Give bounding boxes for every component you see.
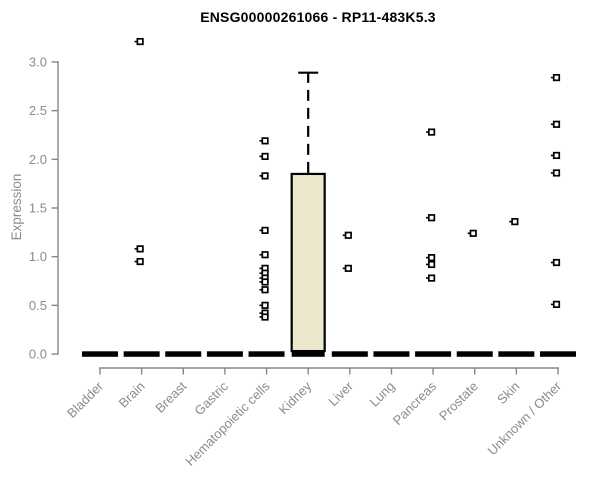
outlier-point — [427, 274, 436, 282]
chart-title: ENSG00000261066 - RP11-483K5.3 — [200, 9, 436, 25]
outlier-point — [261, 278, 269, 286]
zero-bar — [456, 351, 493, 357]
outlier-point — [261, 251, 269, 259]
x-tick-label: Prostate — [436, 379, 481, 424]
outlier-point — [136, 257, 144, 266]
x-tick-label: Skin — [494, 379, 522, 407]
outlier-point — [552, 169, 561, 177]
x-tick-label: Gastric — [191, 378, 231, 418]
x-tick-label: Liver — [325, 378, 356, 409]
outlier-point — [511, 218, 519, 226]
outlier-point — [552, 300, 561, 308]
outlier-point — [427, 128, 436, 136]
x-tick-label: Brain — [116, 379, 148, 411]
outlier-point — [427, 260, 436, 269]
y-tick-label: 0.5 — [29, 298, 47, 313]
boxes-group — [82, 66, 576, 357]
zero-bar — [123, 351, 160, 357]
outlier-point — [261, 226, 269, 234]
zero-bar — [415, 351, 452, 357]
y-tick-label: 2.0 — [29, 152, 47, 167]
y-tick-label: 3.0 — [29, 55, 47, 70]
zero-bar — [373, 351, 410, 357]
x-tick-label: Unknown / Other — [485, 378, 565, 458]
outlier-point — [552, 120, 561, 128]
y-axis: 0.0 0.5 1.0 1.5 2.0 2.5 3.0 — [29, 55, 59, 362]
outlier-point — [261, 286, 269, 294]
y-tick-label: 0.0 — [29, 347, 47, 362]
zero-bar — [540, 351, 576, 357]
outlier-point — [261, 172, 269, 180]
outlier-point — [469, 229, 477, 237]
outlier-point — [427, 254, 436, 262]
x-tick-label: Bladder — [64, 378, 107, 421]
outlier-point — [552, 73, 561, 82]
zero-bar — [165, 351, 202, 357]
y-axis-title: Expression — [9, 174, 24, 241]
y-tick-label: 1.0 — [29, 249, 47, 264]
outlier-point — [344, 264, 352, 272]
median-bar — [291, 351, 325, 357]
outlier-point — [136, 245, 144, 253]
outlier-point — [261, 137, 269, 145]
zero-bar — [248, 351, 285, 357]
x-tick-label: Kidney — [276, 378, 315, 417]
outlier-point — [344, 231, 352, 239]
outlier-point — [136, 37, 144, 46]
outlier-point — [552, 258, 561, 267]
outlier-point — [427, 214, 436, 222]
outliers-group — [134, 37, 561, 321]
outlier-point — [261, 313, 269, 321]
y-tick-label: 2.5 — [29, 103, 47, 118]
zero-bar — [498, 351, 535, 357]
zero-bar — [331, 351, 368, 357]
outlier-point — [261, 152, 269, 161]
x-tick-label: Lung — [367, 379, 398, 410]
zero-bar — [82, 351, 118, 357]
x-tick-label: Breast — [152, 378, 189, 415]
outlier-point — [261, 301, 269, 309]
outlier-point — [552, 151, 561, 160]
box — [290, 172, 326, 353]
zero-bar — [206, 351, 243, 357]
y-tick-label: 1.5 — [29, 201, 47, 216]
x-tick-label: Pancreas — [390, 378, 440, 428]
